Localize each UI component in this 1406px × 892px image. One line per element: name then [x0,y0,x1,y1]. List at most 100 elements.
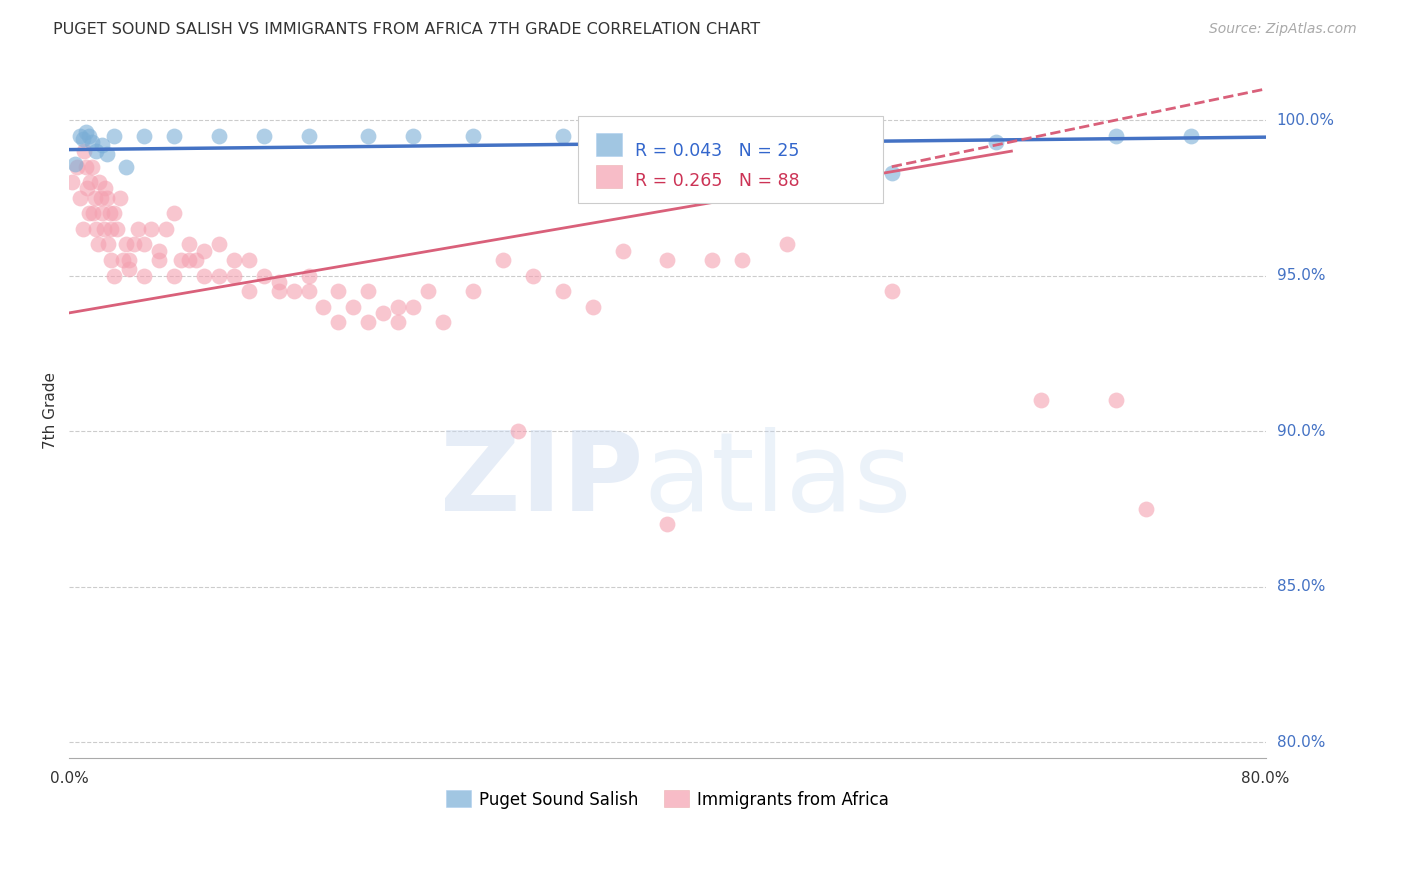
Point [1105,128,1128,143]
Point [418,284,440,298]
Text: R = 0.043   N = 25: R = 0.043 N = 25 [636,142,800,160]
Point [91,206,114,220]
Point [93,222,115,236]
Text: atlas: atlas [644,426,912,533]
Point [612,244,634,258]
Y-axis label: 7th Grade: 7th Grade [44,372,58,450]
Point [63,156,86,170]
Point [986,135,1008,149]
Point [461,284,484,298]
Point [492,252,515,267]
Point [132,237,155,252]
Point [177,237,200,252]
Point [75,160,97,174]
Point [86,237,108,252]
Point [551,128,574,143]
Point [253,268,276,283]
Point [84,144,107,158]
Point [77,206,100,220]
Point [297,268,319,283]
Point [402,128,425,143]
Point [75,126,97,140]
Point [657,517,679,532]
Point [103,128,125,143]
Point [357,284,380,298]
Point [342,300,364,314]
Point [357,128,380,143]
Point [127,222,149,236]
Point [880,284,903,298]
Legend: Puget Sound Salish, Immigrants from Africa: Puget Sound Salish, Immigrants from Afri… [439,784,896,815]
Point [1135,501,1157,516]
Point [91,137,114,152]
FancyBboxPatch shape [596,134,621,155]
Point [77,128,100,143]
Text: 100.0%: 100.0% [1277,112,1334,128]
Point [387,300,409,314]
Point [208,268,231,283]
Point [208,237,231,252]
Point [108,191,131,205]
Point [90,191,112,205]
Point [193,244,215,258]
Point [163,268,186,283]
Point [297,128,319,143]
Text: 95.0%: 95.0% [1277,268,1326,283]
Point [193,268,215,283]
Text: 90.0%: 90.0% [1277,424,1326,439]
Point [80,135,103,149]
Point [208,128,231,143]
FancyBboxPatch shape [596,165,621,187]
Point [103,268,125,283]
Point [163,206,186,220]
Point [731,252,754,267]
Point [582,300,605,314]
Point [163,128,186,143]
Point [103,206,125,220]
Text: R = 0.265   N = 88: R = 0.265 N = 88 [636,171,800,190]
Point [98,206,121,220]
Text: Source: ZipAtlas.com: Source: ZipAtlas.com [1209,22,1357,37]
Point [267,284,290,298]
Point [105,222,128,236]
Point [1105,392,1128,407]
Point [115,160,138,174]
Point [122,237,145,252]
Point [238,284,260,298]
Point [141,222,163,236]
Point [238,252,260,267]
Point [112,252,135,267]
Point [60,175,83,189]
Point [283,284,305,298]
Point [402,300,425,314]
Point [80,160,103,174]
Point [387,315,409,329]
Point [506,424,529,438]
Point [82,206,104,220]
Point [96,147,118,161]
Point [357,315,380,329]
Point [79,175,101,189]
Point [522,268,544,283]
Point [373,306,395,320]
Point [73,144,96,158]
Point [96,191,118,205]
Point [297,284,319,298]
Point [89,175,111,189]
Point [100,252,122,267]
Point [1180,128,1202,143]
Point [118,252,141,267]
Point [83,191,105,205]
Point [267,275,290,289]
Point [328,284,350,298]
Point [132,268,155,283]
Point [776,237,799,252]
Point [186,252,208,267]
Point [432,315,454,329]
Point [100,222,122,236]
Point [328,315,350,329]
Point [177,252,200,267]
Point [97,237,120,252]
Point [69,128,91,143]
Point [69,191,91,205]
